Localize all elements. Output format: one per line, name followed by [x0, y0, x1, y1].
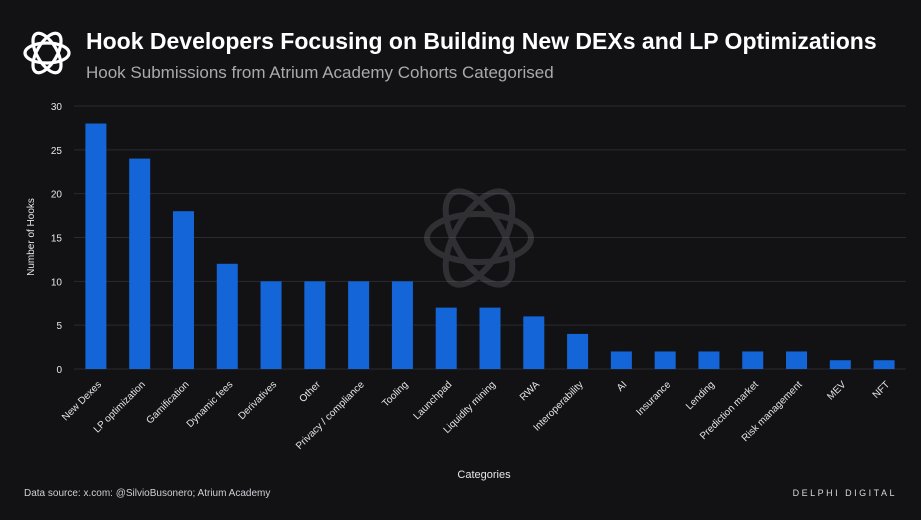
bar-other [304, 281, 326, 369]
bar-ai [610, 351, 632, 369]
bar-nft [873, 360, 895, 369]
bar-gamification [172, 211, 194, 369]
chart-title: Hook Developers Focusing on Building New… [86, 28, 877, 54]
x-tick-label: Other [297, 379, 323, 405]
x-tick-label: Insurance [634, 379, 673, 418]
y-tick-label: 15 [51, 234, 63, 245]
y-tick-label: 5 [56, 321, 62, 332]
bar-privacy-compliance [348, 281, 370, 369]
y-tick-label: 20 [51, 190, 63, 201]
bar-dynamic-fees [216, 263, 238, 369]
y-tick-label: 30 [51, 102, 63, 113]
x-tick-label: MEV [825, 379, 848, 402]
bar-lp-optimization [129, 158, 151, 369]
data-source-note: Data source: x.com: @SilvioBusonero; Atr… [24, 488, 271, 499]
bar-risk-management [786, 351, 808, 369]
x-tick-label: Dynamic fees [185, 379, 236, 430]
bar-new-dexes [85, 123, 107, 370]
bar-rwa [523, 316, 545, 369]
bar-insurance [654, 351, 676, 369]
x-axis-label: Categories [457, 469, 511, 481]
bar-interoperability [567, 333, 589, 369]
x-tick-label: Launchpad [412, 379, 455, 422]
bars [85, 123, 895, 370]
bar-launchpad [435, 307, 457, 369]
x-tick-label: Gamification [145, 379, 192, 426]
bar-lending [698, 351, 720, 369]
x-tick-label: Derivatives [236, 379, 279, 422]
x-tick-label: NFT [871, 379, 893, 401]
chart-subtitle: Hook Submissions from Atrium Academy Coh… [86, 63, 554, 82]
x-tick-label: RWA [518, 379, 542, 403]
y-axis-ticks: 0 5 10 15 20 25 30 [51, 102, 63, 376]
x-tick-label: Lending [684, 379, 717, 412]
bar-liquidity-mining [479, 307, 501, 369]
bar-derivatives [260, 281, 282, 369]
x-tick-label: New Dexes [60, 379, 104, 423]
y-tick-label: 0 [56, 365, 62, 376]
delphi-logo-icon [23, 31, 71, 75]
bar-prediction-market [742, 351, 764, 369]
x-tick-label: Tooling [380, 379, 410, 409]
watermark-icon [424, 188, 534, 288]
brand-wordmark: DELPHI DIGITAL [792, 488, 897, 498]
bar-mev [829, 360, 851, 369]
bar-tooling [391, 281, 413, 369]
y-axis-label: Number of Hooks [26, 198, 37, 276]
x-tick-label: AI [615, 379, 629, 393]
y-tick-label: 25 [51, 146, 63, 157]
y-tick-label: 10 [51, 277, 63, 288]
